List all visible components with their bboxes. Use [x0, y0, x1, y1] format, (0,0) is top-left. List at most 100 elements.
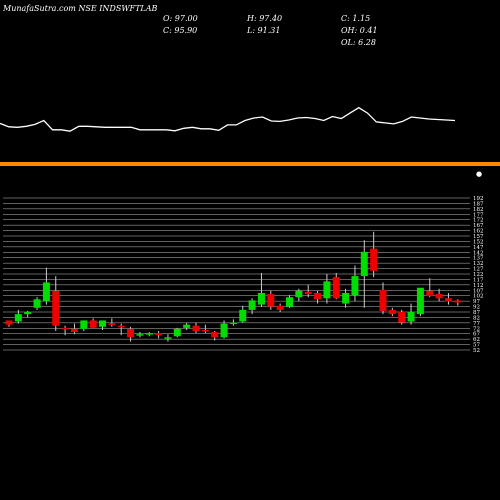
- candle-body: [80, 320, 88, 329]
- candle-body: [99, 320, 106, 327]
- y-tick-label: 97: [473, 299, 480, 305]
- candle: [370, 231, 378, 278]
- y-tick-label: 167: [473, 223, 484, 229]
- candle-body: [398, 312, 406, 323]
- candles: [5, 231, 462, 342]
- open-value: O: 97.00: [163, 14, 198, 23]
- candle-body: [370, 248, 378, 271]
- price-grid: 1921871821771721671621571521471421371321…: [3, 196, 484, 354]
- y-tick-label: 102: [473, 294, 484, 300]
- candle: [360, 240, 368, 308]
- candle-body: [248, 300, 256, 310]
- candle: [61, 325, 69, 336]
- indicator-panel: [0, 106, 456, 132]
- candle-body: [89, 320, 97, 328]
- candle-body: [127, 328, 135, 338]
- candle: [314, 290, 322, 304]
- candle-body: [201, 329, 209, 332]
- candle: [276, 303, 284, 312]
- candle: [379, 282, 387, 315]
- candle: [52, 276, 60, 331]
- candle: [164, 334, 172, 342]
- candle: [388, 307, 396, 317]
- y-tick-label: 92: [473, 305, 480, 311]
- candle: [351, 265, 359, 302]
- y-tick-label: 152: [473, 239, 484, 245]
- candle-body: [267, 294, 275, 307]
- candle-body: [61, 327, 69, 330]
- candle: [14, 309, 22, 324]
- candle-body: [5, 320, 13, 325]
- chart-title: MunafaSutra.com NSE INDSWFTLAB: [2, 4, 158, 13]
- candle: [286, 295, 293, 308]
- candle-body: [435, 294, 443, 299]
- candle: [398, 309, 406, 325]
- y-tick-label: 112: [473, 283, 484, 289]
- candle-body: [426, 290, 434, 297]
- candle: [239, 305, 247, 323]
- candle: [42, 267, 50, 305]
- candle-body: [295, 290, 303, 298]
- candle-body: [164, 337, 172, 339]
- candle-body: [192, 325, 200, 331]
- candle-body: [360, 251, 368, 277]
- panel-divider: [0, 162, 500, 166]
- candle: [117, 323, 125, 336]
- y-tick-label: 142: [473, 250, 484, 256]
- candle: [211, 331, 219, 341]
- ol-value: OL: 6.28: [341, 38, 376, 47]
- candle-body: [24, 312, 32, 315]
- close-value: C: 95.90: [163, 26, 197, 35]
- candle: [454, 299, 462, 306]
- candle-body: [173, 328, 181, 337]
- change-value: C: 1.15: [341, 14, 370, 23]
- candle: [127, 326, 135, 342]
- candle-body: [145, 333, 153, 335]
- y-tick-label: 72: [473, 326, 480, 332]
- top-marker: ●: [476, 170, 482, 178]
- candle-body: [304, 291, 312, 295]
- candle: [24, 310, 32, 318]
- candle: [435, 288, 443, 302]
- candle-body: [454, 300, 462, 303]
- candle-body: [52, 290, 60, 326]
- candle-body: [351, 276, 359, 296]
- candle: [80, 320, 88, 331]
- candle-body: [14, 314, 22, 322]
- candle-body: [220, 323, 228, 338]
- high-value: H: 97.40: [246, 14, 282, 23]
- y-tick-label: 157: [473, 234, 484, 240]
- candle-body: [276, 305, 284, 310]
- candle-body: [42, 282, 50, 302]
- candle-body: [117, 325, 125, 328]
- candle: [342, 288, 350, 308]
- candle-body: [407, 312, 415, 322]
- candle-body: [257, 293, 265, 305]
- candle-body: [332, 277, 340, 299]
- y-tick-label: 67: [473, 332, 480, 338]
- candle: [108, 318, 116, 327]
- indicator-line: [0, 106, 456, 132]
- candle: [99, 320, 106, 330]
- y-tick-label: 147: [473, 245, 484, 251]
- candle: [192, 322, 200, 334]
- candle-body: [342, 293, 350, 304]
- candle-body: [239, 309, 247, 322]
- y-tick-label: 137: [473, 256, 484, 262]
- candle: [248, 298, 256, 315]
- candle: [416, 287, 424, 317]
- candle-body: [314, 293, 322, 300]
- candle-body: [155, 333, 163, 336]
- y-tick-label: 187: [473, 201, 484, 207]
- candle: [5, 320, 13, 327]
- y-tick-label: 87: [473, 310, 480, 316]
- candle: [323, 274, 331, 304]
- y-tick-label: 182: [473, 207, 484, 213]
- candle-body: [183, 324, 191, 328]
- candle-body: [136, 334, 144, 336]
- candle: [220, 320, 228, 339]
- candle: [229, 319, 237, 326]
- candle-body: [388, 309, 396, 315]
